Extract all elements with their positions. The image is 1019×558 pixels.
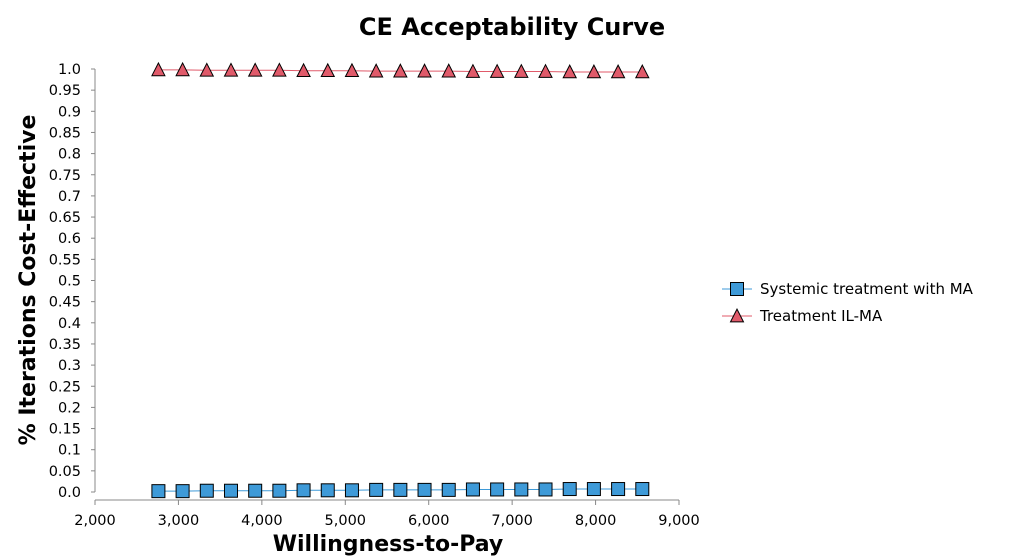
data-point-systemic (320, 483, 335, 498)
legend-marker-systemic (730, 282, 744, 296)
data-point-systemic (611, 482, 626, 497)
y-tick-label: 0.05 (49, 464, 81, 480)
data-point-il-ma (247, 62, 263, 77)
data-point-il-ma (344, 62, 360, 78)
y-axis-ticks: 0.0 0.05 0.1 0.15 0.2 0.25 0.3 0.35 0.4 0.45 0.5 0.… (49, 62, 95, 501)
data-point-systemic (586, 482, 601, 497)
y-tick-label: 0.95 (49, 83, 81, 99)
data-point-systemic (248, 483, 263, 498)
data-point-systemic (199, 483, 214, 498)
y-tick-label: 0.6 (58, 231, 81, 247)
data-point-systemic (562, 482, 577, 497)
x-axis-title: Willingness-to-Pay (273, 532, 504, 557)
data-point-il-ma (441, 63, 457, 78)
data-point-il-ma (538, 63, 553, 78)
y-tick-label: 0.7 (58, 189, 81, 205)
y-tick-label: 0.15 (49, 422, 81, 438)
y-tick-label: 0.0 (58, 485, 81, 501)
data-point-il-ma (296, 62, 311, 78)
data-point-systemic (393, 482, 408, 497)
legend: Systemic treatment with MA Treatment IL-M… (722, 280, 974, 325)
data-point-il-ma (368, 63, 384, 78)
x-tick-label: 5,000 (325, 513, 367, 529)
data-point-il-ma (465, 63, 481, 78)
data-point-systemic (151, 484, 166, 499)
data-point-il-ma (610, 64, 626, 79)
data-point-il-ma (586, 64, 602, 79)
data-point-systemic (441, 482, 456, 497)
data-point-systemic (538, 482, 553, 497)
x-tick-label: 4,000 (241, 513, 283, 529)
y-tick-label: 0.85 (49, 125, 81, 141)
data-point-il-ma (272, 62, 287, 77)
data-point-systemic (223, 483, 238, 498)
y-tick-label: 0.3 (58, 358, 81, 374)
y-tick-label: 0.2 (58, 400, 81, 416)
x-axis-ticks: 2,000 3,000 4,000 5,000 6,000 7,000 8,000 9,000 (74, 500, 700, 529)
data-point-systemic (296, 483, 311, 498)
legend-label-il-ma: Treatment IL-MA (759, 307, 883, 325)
x-tick-label: 2,000 (74, 513, 116, 529)
data-point-il-ma (223, 62, 239, 77)
x-tick-label: 8,000 (575, 513, 617, 529)
legend-marker-il-ma (729, 308, 745, 323)
data-point-il-ma (489, 63, 505, 78)
data-point-il-ma (634, 64, 650, 79)
data-point-systemic (635, 482, 650, 497)
y-tick-label: 0.25 (49, 379, 81, 395)
y-tick-label: 0.55 (49, 252, 81, 268)
data-point-il-ma (393, 63, 408, 78)
data-point-systemic (369, 482, 384, 497)
y-tick-label: 0.75 (49, 168, 81, 184)
data-point-systemic (175, 484, 190, 499)
y-tick-label: 0.35 (49, 337, 81, 353)
y-tick-label: 0.5 (58, 274, 81, 290)
y-tick-label: 1.0 (58, 62, 81, 78)
y-tick-label: 0.9 (58, 104, 81, 120)
chart-title: CE Acceptability Curve (359, 13, 665, 41)
data-point-il-ma (417, 63, 432, 78)
x-tick-label: 9,000 (658, 513, 700, 529)
x-tick-label: 6,000 (408, 513, 450, 529)
data-point-systemic (514, 482, 529, 497)
data-point-il-ma (320, 62, 336, 78)
y-tick-label: 0.1 (58, 443, 81, 459)
data-point-il-ma (562, 64, 578, 79)
data-point-il-ma (514, 63, 529, 78)
data-point-systemic (490, 482, 505, 497)
legend-label-systemic: Systemic treatment with MA (760, 280, 974, 298)
y-tick-label: 0.65 (49, 210, 81, 226)
series-layer (151, 61, 650, 499)
data-point-systemic (344, 483, 359, 498)
plot-area: 0.0 0.05 0.1 0.15 0.2 0.25 0.3 0.35 0.4 0.45 0.5 0.… (49, 61, 700, 529)
y-tick-label: 0.8 (58, 147, 81, 163)
x-tick-label: 7,000 (491, 513, 533, 529)
data-point-il-ma (151, 61, 166, 77)
data-point-il-ma (175, 61, 190, 77)
y-tick-label: 0.4 (58, 316, 81, 332)
y-tick-label: 0.45 (49, 295, 81, 311)
data-point-systemic (417, 482, 432, 497)
y-axis-title: % Iterations Cost-Effective (16, 115, 41, 446)
data-point-systemic (272, 483, 287, 498)
data-point-il-ma (199, 62, 215, 77)
data-point-systemic (465, 482, 480, 497)
x-tick-label: 3,000 (158, 513, 200, 529)
